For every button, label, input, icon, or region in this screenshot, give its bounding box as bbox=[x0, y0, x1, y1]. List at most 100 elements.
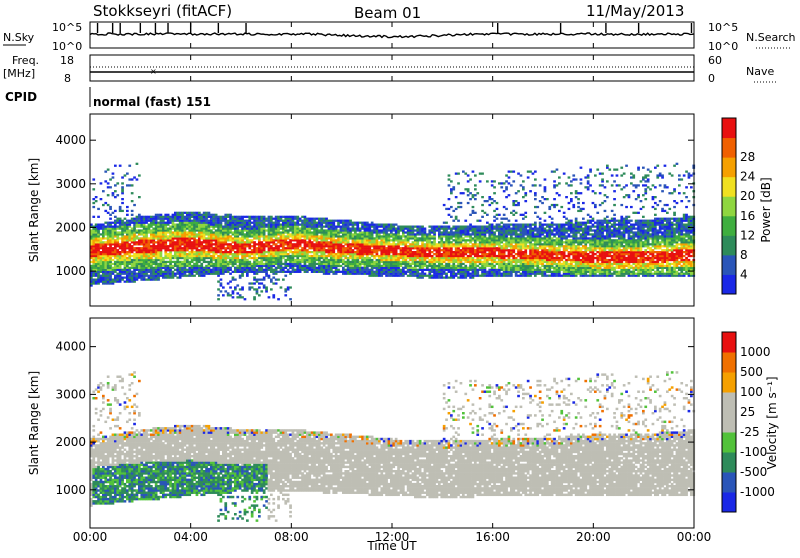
heatmap-cell bbox=[359, 228, 362, 230]
heatmap-cell bbox=[445, 235, 448, 237]
heatmap-cell bbox=[176, 263, 179, 265]
heatmap-cell bbox=[246, 220, 249, 222]
heatmap-cell bbox=[457, 247, 460, 249]
heatmap-cell bbox=[498, 247, 501, 249]
heatmap-cell bbox=[335, 265, 338, 267]
heatmap-cell bbox=[217, 281, 220, 283]
heatmap-cell bbox=[102, 253, 105, 255]
heatmap-cell bbox=[256, 281, 259, 283]
heatmap-cell bbox=[503, 265, 506, 267]
heatmap-cell bbox=[265, 259, 268, 261]
heatmap-cell bbox=[498, 265, 501, 267]
heatmap-cell bbox=[323, 220, 326, 222]
heatmap-cell bbox=[385, 253, 388, 255]
heatmap-cell bbox=[445, 253, 448, 255]
heatmap-cell bbox=[378, 255, 381, 257]
heatmap-cell bbox=[174, 235, 177, 237]
heatmap-cell bbox=[241, 220, 244, 222]
heatmap-cell bbox=[287, 231, 290, 233]
heatmap-cell bbox=[448, 198, 451, 200]
heatmap-cell bbox=[265, 290, 268, 292]
heatmap-cell bbox=[452, 235, 455, 237]
heatmap-cell bbox=[241, 228, 244, 230]
heatmap-cell bbox=[390, 228, 393, 230]
heatmap-cell bbox=[318, 226, 321, 228]
heatmap-cell bbox=[395, 249, 398, 251]
heatmap-cell bbox=[200, 216, 203, 218]
heatmap-cell bbox=[349, 261, 352, 263]
heatmap-cell bbox=[287, 241, 290, 243]
heatmap-cell bbox=[301, 259, 304, 261]
heatmap-cell bbox=[318, 231, 321, 233]
heatmap-cell bbox=[136, 275, 139, 277]
heatmap-cell bbox=[323, 241, 326, 243]
heatmap-cell bbox=[116, 231, 119, 233]
heatmap-cell bbox=[289, 241, 292, 243]
heatmap-cell bbox=[188, 235, 191, 237]
heatmap-cell bbox=[311, 251, 314, 253]
heatmap-cell bbox=[503, 237, 506, 239]
heatmap-cell bbox=[284, 241, 287, 243]
heatmap-cell bbox=[481, 196, 484, 198]
heatmap-cell bbox=[263, 247, 266, 249]
heatmap-cell bbox=[419, 237, 422, 239]
heatmap-cell bbox=[390, 255, 393, 257]
heatmap-cell bbox=[124, 277, 127, 279]
heatmap-cell bbox=[332, 226, 335, 228]
heatmap-cell bbox=[448, 249, 451, 251]
heatmap-cell bbox=[428, 229, 431, 231]
heatmap-cell bbox=[294, 237, 297, 239]
heatmap-cell bbox=[272, 247, 275, 249]
heatmap-cell bbox=[397, 265, 400, 267]
heatmap-cell bbox=[107, 182, 110, 184]
heatmap-cell bbox=[359, 253, 362, 255]
heatmap-cell bbox=[138, 216, 141, 218]
heatmap-cell bbox=[253, 288, 256, 290]
heatmap-cell bbox=[100, 198, 103, 200]
heatmap-cell bbox=[311, 257, 314, 259]
heatmap-cell bbox=[301, 257, 304, 259]
heatmap-cell bbox=[155, 259, 158, 261]
heatmap-cell bbox=[186, 235, 189, 237]
heatmap-cell bbox=[496, 269, 499, 271]
heatmap-cell bbox=[172, 235, 175, 237]
heatmap-cell bbox=[200, 269, 203, 271]
heatmap-cell bbox=[256, 243, 259, 245]
heatmap-cell bbox=[306, 241, 309, 243]
heatmap-cell bbox=[224, 226, 227, 228]
heatmap-cell bbox=[258, 228, 261, 230]
heatmap-cell bbox=[500, 259, 503, 261]
heatmap-cell bbox=[366, 237, 369, 239]
heatmap-cell bbox=[107, 241, 110, 243]
heatmap-cell bbox=[445, 273, 448, 275]
heatmap-cell bbox=[234, 243, 237, 245]
heatmap-cell bbox=[361, 247, 364, 249]
heatmap-cell bbox=[304, 265, 307, 267]
heatmap-cell bbox=[155, 216, 158, 218]
heatmap-cell bbox=[349, 247, 352, 249]
heatmap-cell bbox=[126, 265, 129, 267]
heatmap-cell bbox=[253, 241, 256, 243]
heatmap-cell bbox=[116, 279, 119, 281]
heatmap-cell bbox=[481, 257, 484, 259]
heatmap-cell bbox=[256, 231, 259, 233]
heatmap-cell bbox=[508, 265, 511, 267]
heatmap-cell bbox=[272, 277, 275, 279]
heatmap-cell bbox=[198, 214, 201, 216]
heatmap-cell bbox=[299, 243, 302, 245]
heatmap-cell bbox=[488, 249, 491, 251]
heatmap-cell bbox=[152, 271, 155, 273]
heatmap-cell bbox=[385, 275, 388, 277]
heatmap-cell bbox=[474, 237, 477, 239]
heatmap-cell bbox=[479, 235, 482, 237]
heatmap-cell bbox=[335, 239, 338, 241]
heatmap-cell bbox=[160, 271, 163, 273]
heatmap-cell bbox=[450, 228, 453, 230]
heatmap-cell bbox=[205, 216, 208, 218]
heatmap-cell bbox=[248, 220, 251, 222]
heatmap-cell bbox=[356, 271, 359, 273]
heatmap-cell bbox=[383, 263, 386, 265]
heatmap-cell bbox=[510, 243, 513, 245]
heatmap-cell bbox=[280, 228, 283, 230]
heatmap-cell bbox=[179, 271, 182, 273]
